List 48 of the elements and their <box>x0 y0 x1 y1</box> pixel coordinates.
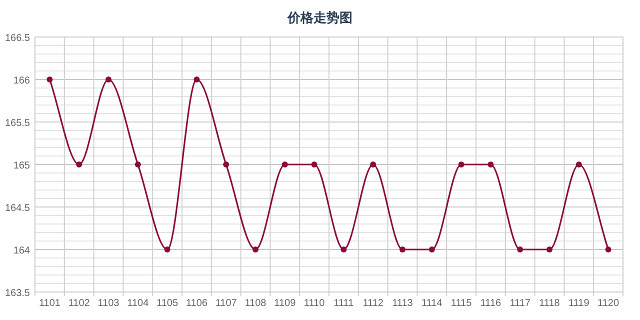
y-tick-label: 166 <box>13 76 30 86</box>
y-tick-label: 164 <box>13 246 30 256</box>
x-tick-label: 1107 <box>215 298 238 309</box>
point <box>546 246 552 252</box>
point <box>223 162 230 168</box>
x-tick-label: 1118 <box>539 298 560 309</box>
point <box>134 162 141 168</box>
x-tick-label: 1102 <box>68 298 90 309</box>
point <box>488 162 494 168</box>
x-tick-label: 1113 <box>392 298 414 309</box>
point <box>106 76 112 82</box>
x-tick-label: 1119 <box>568 298 590 309</box>
point <box>194 76 200 82</box>
y-tick-label: 163.5 <box>4 288 30 299</box>
x-tick-label: 1109 <box>274 298 296 309</box>
point <box>370 162 376 168</box>
x-tick-label: 1106 <box>186 298 208 309</box>
point <box>282 162 288 168</box>
x-tick-label: 1116 <box>480 298 502 309</box>
point <box>458 162 464 168</box>
x-tick-label: 1101 <box>38 298 61 309</box>
x-tick-label: 1114 <box>422 298 443 309</box>
x-tick-label: 1103 <box>98 298 120 309</box>
x-tick-label: 1115 <box>450 298 472 309</box>
x-tick-label: 1104 <box>127 298 150 309</box>
point <box>252 246 258 252</box>
point <box>311 162 318 168</box>
x-tick-label: 1105 <box>156 298 178 309</box>
point <box>46 76 53 82</box>
x-tick-label: 1110 <box>304 298 326 309</box>
point <box>428 246 435 252</box>
x-tick-label: 1117 <box>510 298 531 309</box>
point <box>76 162 82 168</box>
y-tick-label: 166.5 <box>4 33 30 44</box>
point <box>400 246 406 252</box>
x-tick-label: 1120 <box>598 298 620 309</box>
y-tick-label: 165 <box>13 160 30 172</box>
x-tick-label: 1111 <box>334 298 354 309</box>
point <box>517 246 524 252</box>
x-tick-label: 1108 <box>244 298 267 309</box>
point <box>605 246 612 252</box>
point <box>576 162 582 168</box>
y-tick-label: 165.5 <box>4 118 30 129</box>
x-tick-label: 1112 <box>362 298 384 309</box>
point <box>340 246 347 252</box>
point <box>164 246 170 252</box>
chart-title: 价格走势图 <box>286 10 352 25</box>
y-tick-label: 164.5 <box>4 203 30 214</box>
